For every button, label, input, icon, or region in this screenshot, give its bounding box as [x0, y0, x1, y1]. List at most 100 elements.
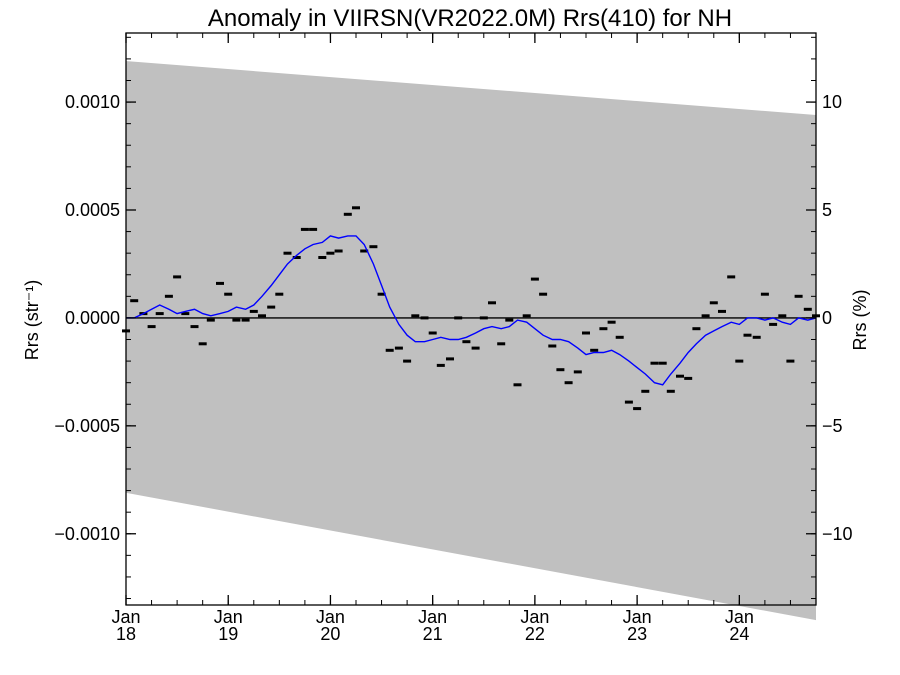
- data-point: [778, 314, 787, 318]
- y-axis-label-left: Rrs (str⁻¹): [22, 280, 42, 360]
- data-point: [164, 294, 173, 298]
- data-point: [352, 206, 360, 210]
- x-tick-label-year: 18: [116, 624, 136, 644]
- y-tick-label-left: 0.0010: [65, 92, 120, 112]
- data-point: [650, 361, 659, 365]
- data-point: [275, 292, 284, 296]
- y-tick-label-right: 5: [822, 200, 832, 220]
- data-point: [564, 381, 573, 385]
- data-point: [692, 327, 701, 331]
- data-point: [743, 333, 752, 337]
- data-point: [760, 292, 769, 296]
- x-tick-label-month: Jan: [725, 607, 754, 627]
- data-point: [624, 400, 633, 404]
- data-point: [599, 327, 608, 331]
- data-point: [369, 245, 378, 249]
- data-point: [403, 359, 412, 363]
- data-point: [530, 277, 539, 281]
- data-point: [497, 342, 506, 346]
- data-point: [318, 256, 327, 259]
- data-point: [258, 314, 266, 318]
- data-point: [241, 318, 250, 322]
- data-point: [232, 318, 241, 322]
- plot-area: 0.0010 0.0005 0.0000 −0.0005 −0.0010 10 5 0 −5 −1…: [54, 32, 853, 644]
- data-point: [428, 331, 437, 335]
- data-point: [607, 320, 616, 324]
- x-tick-label-year: 21: [423, 624, 443, 644]
- x-tick-label-year: 19: [218, 624, 238, 644]
- data-point: [684, 376, 693, 380]
- x-tick-label-year: 23: [627, 624, 647, 644]
- data-point: [181, 312, 190, 316]
- data-point: [615, 335, 624, 339]
- x-tick-label-month: Jan: [418, 607, 447, 627]
- data-point: [462, 340, 471, 344]
- data-point: [633, 407, 642, 411]
- data-point: [676, 374, 684, 378]
- data-point: [216, 281, 224, 285]
- data-point: [752, 335, 761, 339]
- data-point: [701, 314, 710, 318]
- y-tick-label-right: 0: [822, 308, 832, 328]
- data-point: [249, 309, 258, 313]
- data-point: [173, 275, 182, 279]
- x-tick-label-month: Jan: [520, 607, 549, 627]
- data-point: [573, 370, 582, 374]
- data-point: [769, 322, 778, 326]
- x-tick-label-year: 20: [320, 624, 340, 644]
- y-tick-label-left: −0.0010: [54, 524, 120, 544]
- data-point: [377, 292, 386, 296]
- x-tick-label-month: Jan: [623, 607, 652, 627]
- data-point: [198, 342, 207, 346]
- plot-frame: [125, 32, 817, 606]
- series-line-1: [126, 235, 817, 386]
- y-tick-label-right: −5: [822, 416, 843, 436]
- data-point: [709, 301, 718, 305]
- data-point: [727, 275, 736, 279]
- data-point: [155, 312, 164, 316]
- x-tick-label-month: Jan: [214, 607, 243, 627]
- data-point: [505, 318, 514, 322]
- y-tick-label-right: 10: [822, 92, 842, 112]
- data-point: [803, 307, 812, 311]
- uncertainty-band: [126, 61, 816, 621]
- y-tick-label-left: 0.0000: [65, 308, 120, 328]
- data-point: [471, 346, 480, 350]
- data-point: [658, 361, 667, 365]
- data-point: [794, 294, 803, 298]
- data-point: [786, 359, 795, 363]
- data-point: [718, 309, 726, 313]
- data-point: [206, 318, 215, 322]
- data-point: [454, 316, 463, 320]
- data-point: [334, 249, 343, 253]
- y-axis-label-right: Rrs (%): [850, 290, 870, 351]
- data-point: [411, 314, 420, 318]
- x-tick-label-year: 22: [525, 624, 545, 644]
- data-point: [224, 292, 233, 296]
- y-tick-label-right: −10: [822, 524, 853, 544]
- x-tick-label-month: Jan: [316, 607, 345, 627]
- data-point: [300, 227, 309, 231]
- data-point: [394, 346, 403, 350]
- y-tick-label-left: 0.0005: [65, 200, 120, 220]
- x-tick-label-month: Jan: [111, 607, 140, 627]
- chart-title: Anomaly in VIIRSN(VR2022.0M) Rrs(410) fo…: [208, 5, 732, 32]
- data-point: [590, 348, 599, 352]
- data-point: [283, 251, 292, 255]
- data-point: [548, 344, 557, 348]
- data-point: [539, 292, 548, 296]
- x-tick-label-year: 24: [729, 624, 749, 644]
- data-point: [190, 325, 199, 329]
- data-point: [666, 389, 675, 393]
- data-point: [420, 316, 429, 320]
- data-point: [309, 227, 318, 231]
- data-point: [343, 212, 352, 216]
- data-point: [446, 357, 454, 361]
- data-point: [267, 305, 276, 309]
- y-tick-label-left: −0.0005: [54, 416, 120, 436]
- data-point: [292, 256, 301, 259]
- data-point: [513, 383, 522, 387]
- data-point: [479, 316, 488, 320]
- data-point: [735, 359, 744, 363]
- data-point: [147, 325, 156, 329]
